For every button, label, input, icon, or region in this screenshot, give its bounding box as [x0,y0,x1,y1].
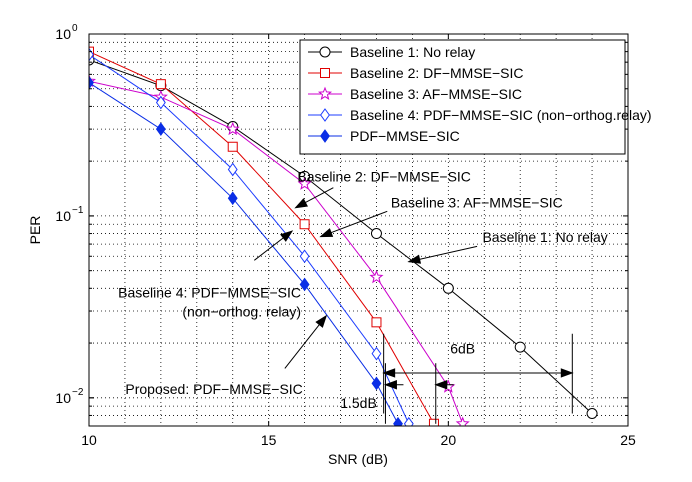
annotation-label: Proposed: PDF−MMSE−SIC [125,381,302,397]
data-point [442,282,454,294]
legend-entry-5: PDF−MMSE−SIC [308,128,460,144]
data-point [371,346,382,361]
data-point [514,341,526,353]
y-axis-label: PER [27,216,43,245]
legend-entry-1: Baseline 1: No relay [308,44,475,60]
x-tick-label: 15 [261,432,277,448]
legend-marker [320,68,330,78]
y-tick-label-exponent: −1 [72,205,84,216]
x-tick-label: 25 [620,432,636,448]
annotation-arrow-head [407,254,422,264]
data-point [227,141,238,152]
annotations: Baseline 2: DF−MMSE−SIC Baseline 3: AF−MM… [118,168,608,424]
data-point [586,407,598,419]
y-tick-label: 10 [55,208,71,224]
annotation-4: Baseline 4: PDF−MMSE−SIC (non−orthog. rel… [118,230,301,320]
data-point [155,79,166,90]
legend-entry-2: Baseline 2: DF−MMSE−SIC [308,65,524,81]
data-point [297,176,312,190]
data-point [371,376,382,391]
data-point [227,191,238,206]
annotation-arrow-head [319,228,334,238]
annotation-1: Baseline 2: DF−MMSE−SIC [294,168,471,209]
annotation-2: Baseline 3: AF−MMSE−SIC [319,195,563,238]
gap-marker-1: 6dB [382,333,574,414]
annotation-label: Baseline 2: DF−MMSE−SIC [297,168,471,184]
legend-marker [320,129,330,143]
series-line [89,51,435,425]
gap-marker-2: 1.5dB [340,363,454,424]
gap-label: 1.5dB [340,395,377,411]
legend-label: Baseline 2: DF−MMSE−SIC [350,65,524,81]
annotation-arrow-head [294,198,308,209]
data-point [403,416,414,426]
y-tick-label-exponent: 0 [72,23,78,34]
data-point [89,75,94,90]
annotation-arrow-head [280,230,294,242]
gap-arrow-head [382,368,396,378]
annotation-5: Proposed: PDF−MMSE−SIC [125,314,328,397]
legend-label: Baseline 4: PDF−MMSE−SIC (non−orthog.rel… [350,107,652,123]
legend-entry-3: Baseline 3: AF−MMSE−SIC [308,86,522,102]
data-point [428,418,439,426]
legend-marker [319,46,331,58]
data-point [455,416,470,426]
plot-frame [88,33,629,427]
legend-label: PDF−MMSE−SIC [350,128,460,144]
y-tick-label: 10 [55,390,71,406]
legend-marker [320,108,330,122]
legend-label: Baseline 1: No relay [350,44,475,60]
gap-arrow-head [560,368,574,378]
data-point [227,162,238,177]
data-point [369,269,384,284]
data-point [393,416,403,426]
gap-label: 6dB [450,341,475,357]
legend-marker [317,86,333,100]
series-line [89,82,399,425]
data-point [370,228,382,240]
annotation-label: Baseline 3: AF−MMSE−SIC [391,195,563,211]
data-point [299,249,310,264]
series-2 [89,46,439,426]
data-point [299,219,310,230]
annotation-label: (non−orthog. relay) [182,304,301,320]
annotation-arrow-head [315,314,328,328]
x-axis-label: SNR (dB) [328,451,388,467]
annotation-label: Baseline 4: PDF−MMSE−SIC [118,285,301,301]
annotation-label: Baseline 1: No relay [482,229,607,245]
data-point [155,95,166,110]
legend: Baseline 1: No relay Baseline 2: DF−MMSE−… [299,39,652,155]
gap-arrow-head [383,380,397,390]
legend-entry-4: Baseline 4: PDF−MMSE−SIC (non−orthog.rel… [308,107,652,123]
data-point [299,277,310,292]
x-tick-label: 10 [81,432,97,448]
annotation-3: Baseline 1: No relay [407,229,608,264]
legend-box [299,39,626,155]
x-tick-label: 20 [441,432,457,448]
series-line [89,59,593,414]
y-tick-label-exponent: −2 [72,387,84,398]
legend-label: Baseline 3: AF−MMSE−SIC [350,86,522,102]
series-line [89,54,410,424]
series-4 [89,47,414,426]
series-5 [89,75,403,426]
data-point [225,121,240,136]
data-point [371,317,382,328]
gap-arrow-head [434,380,448,390]
y-tick-label: 10 [55,26,71,42]
data-series [89,46,598,426]
annotation-arrow-shaft [408,245,478,263]
data-point [155,122,166,136]
annotation-arrow-shaft [320,210,388,238]
